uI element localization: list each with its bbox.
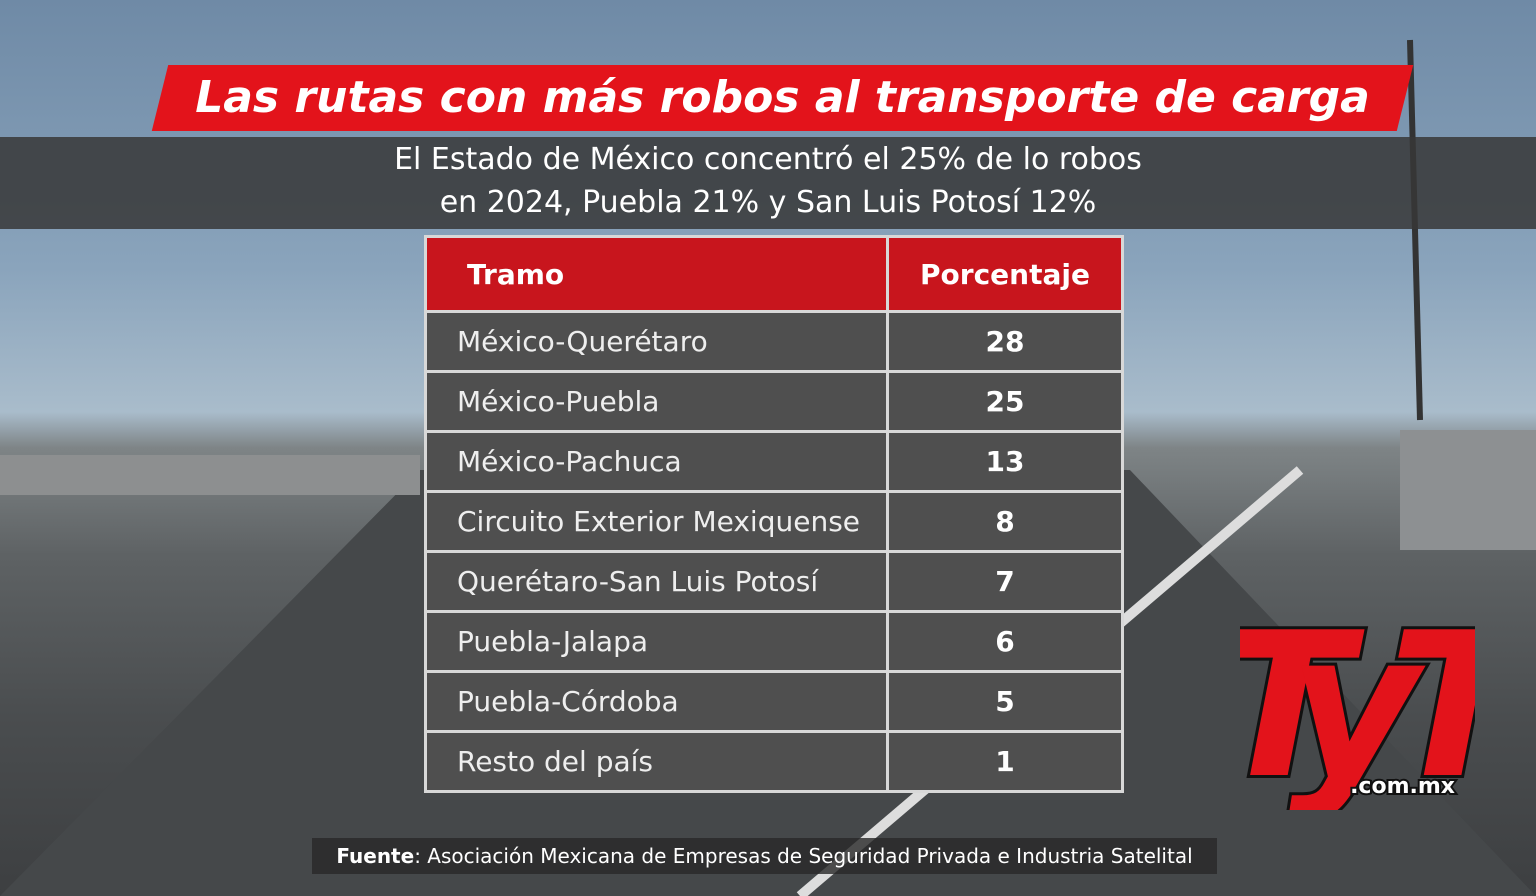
table-row: México-Puebla 25 (424, 370, 1124, 433)
percent-cell: 13 (886, 430, 1124, 493)
percent-cell: 28 (886, 310, 1124, 373)
table-row: Querétaro-San Luis Potosí 7 (424, 550, 1124, 613)
percent-cell: 8 (886, 490, 1124, 553)
logo: TyT .com.mx (1240, 595, 1475, 810)
table-row: México-Pachuca 13 (424, 430, 1124, 493)
column-header: Porcentaje (886, 235, 1124, 313)
route-cell: Querétaro-San Luis Potosí (424, 550, 889, 613)
percent-cell: 5 (886, 670, 1124, 733)
route-cell: México-Puebla (424, 370, 889, 433)
source-label: Fuente (336, 844, 415, 868)
route-cell: Puebla-Córdoba (424, 670, 889, 733)
percent-cell: 7 (886, 550, 1124, 613)
table-row: Puebla-Córdoba 5 (424, 670, 1124, 733)
table-row: Circuito Exterior Mexiquense 8 (424, 490, 1124, 553)
title: Las rutas con más robos al transporte de… (195, 72, 1370, 123)
column-header: Tramo (424, 235, 889, 313)
percent-cell: 25 (886, 370, 1124, 433)
subtitle: El Estado de México concentró el 25% de … (394, 142, 1142, 177)
subtitle-band (0, 137, 1536, 229)
table-row: Resto del país 1 (424, 730, 1124, 793)
percent-cell: 6 (886, 610, 1124, 673)
route-cell: Circuito Exterior Mexiquense (424, 490, 889, 553)
percent-cell: 1 (886, 730, 1124, 793)
route-cell: México-Pachuca (424, 430, 889, 493)
source: Fuente: Asociación Mexicana de Empresas … (312, 838, 1217, 874)
route-cell: México-Querétaro (424, 310, 889, 373)
route-cell: Puebla-Jalapa (424, 610, 889, 673)
source-text: : Asociación Mexicana de Empresas de Seg… (414, 844, 1193, 868)
logo-domain: .com.mx (1350, 774, 1455, 799)
table-row: Puebla-Jalapa 6 (424, 610, 1124, 673)
route-cell: Resto del país (424, 730, 889, 793)
table-row: México-Querétaro 28 (424, 310, 1124, 373)
subtitle: en 2024, Puebla 21% y San Luis Potosí 12… (439, 185, 1097, 220)
table: Tramo Porcentaje México-Querétaro 28 Méxic… (424, 235, 1124, 793)
logo-text: TyT (1240, 595, 1475, 810)
